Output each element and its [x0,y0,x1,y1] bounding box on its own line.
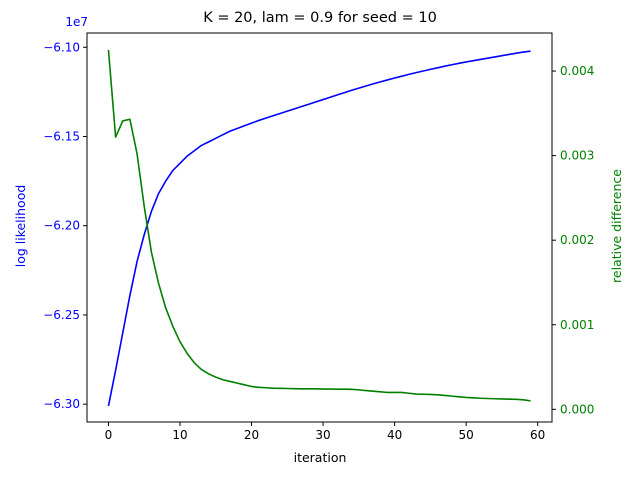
x-tick-label: 60 [530,428,545,442]
right-y-tick-label: 0.003 [560,149,594,163]
x-tick-label: 0 [105,428,113,442]
x-tick-label: 50 [459,428,474,442]
x-tick-label: 10 [172,428,187,442]
left-axis-offset-label: 1e7 [65,15,88,29]
right-y-tick-label: 0.004 [560,64,594,78]
chart-title: K = 20, lam = 0.9 for seed = 10 [203,10,437,26]
x-tick-label: 40 [387,428,402,442]
left-y-tick-label: −6.10 [43,40,80,54]
x-tick-label: 30 [315,428,330,442]
right-y-tick-label: 0.001 [560,318,594,332]
left-axis-label: log likelihood [13,185,28,268]
right-y-tick-label: 0.002 [560,233,594,247]
left-y-tick-label: −6.30 [43,397,80,411]
series-line-log-likelihood [107,50,531,407]
left-y-tick-label: −6.25 [43,308,80,322]
series-line-relative-difference [107,49,531,402]
axes-frame [86,32,553,423]
left-y-tick-label: −6.20 [43,219,80,233]
x-axis-label: iteration [294,450,347,465]
right-y-tick-label: 0.000 [560,402,594,416]
x-tick-label: 20 [244,428,259,442]
left-y-tick-label: −6.15 [43,129,80,143]
plot-area: 0 10 20 30 40 50 60 −6.10 −6.15 −6.20 −6.25 −6.30 0.… [43,32,594,442]
right-axis-label: relative difference [609,169,624,283]
